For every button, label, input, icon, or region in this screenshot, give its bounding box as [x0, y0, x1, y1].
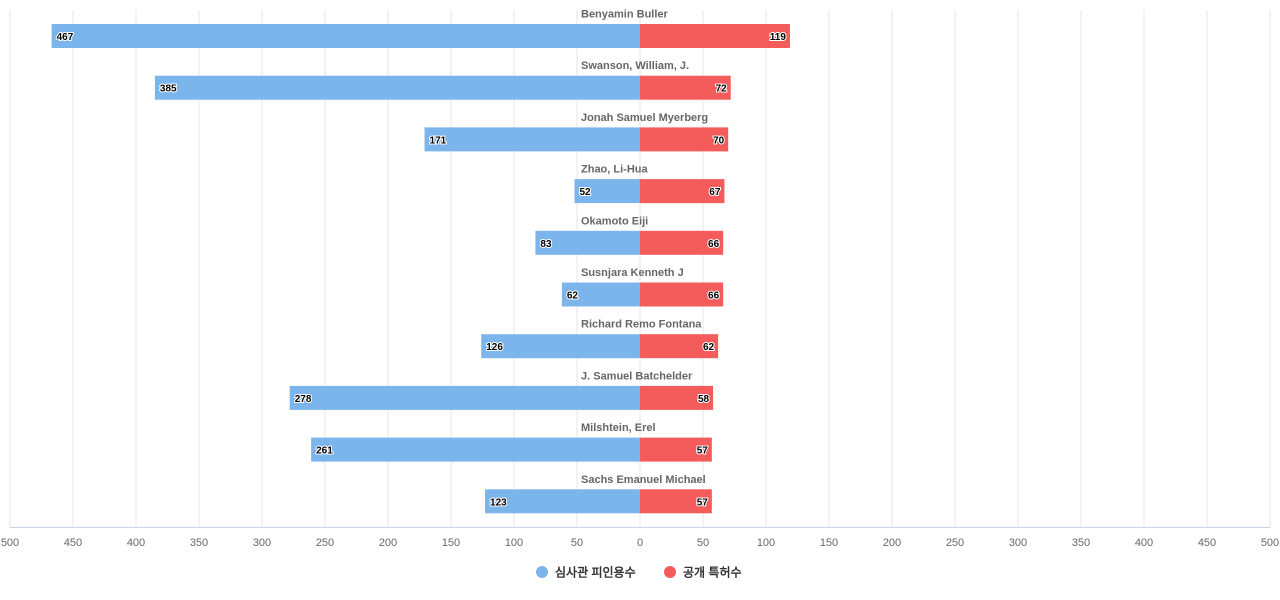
data-label-right: 70	[713, 135, 725, 146]
x-tick-label: 200	[883, 537, 901, 549]
data-label-left: 171	[430, 135, 447, 146]
x-tick-label: 100	[757, 537, 775, 549]
bar-left[interactable]	[51, 24, 640, 48]
data-label-right: 57	[697, 497, 709, 508]
bar-left[interactable]	[424, 127, 640, 152]
bar-right[interactable]	[640, 282, 724, 307]
bar-right[interactable]	[640, 24, 790, 48]
data-label-left: 385	[160, 84, 177, 95]
data-label-left: 83	[540, 239, 552, 250]
legend-marker	[536, 566, 548, 578]
data-label-right: 58	[698, 394, 710, 405]
x-tick-label: 400	[1135, 537, 1153, 549]
category-labels: Benyamin Buller Swanson, William, J. Jonah…	[581, 9, 708, 486]
x-tick-label: 150	[442, 537, 460, 549]
category-label: Richard Remo Fontana	[581, 319, 702, 331]
bar-left[interactable]	[561, 282, 640, 307]
x-tick-label: 50	[697, 537, 709, 549]
legend-item-citations[interactable]: 심사관 피인용수	[536, 565, 636, 580]
x-tick-label: 300	[1009, 537, 1027, 549]
data-label-right: 57	[697, 446, 709, 457]
data-label-left: 467	[57, 32, 74, 43]
bar-right[interactable]	[640, 230, 724, 255]
category-label: Susnjara Kenneth J	[581, 267, 684, 279]
legend-label: 심사관 피인용수	[555, 565, 636, 580]
x-tick-label: 0	[637, 537, 643, 549]
data-label-right: 72	[716, 84, 728, 95]
category-label: J. Samuel Batchelder	[581, 370, 693, 382]
data-label-left: 261	[316, 446, 333, 457]
x-tick-label: 300	[253, 537, 271, 549]
data-label-left: 126	[486, 342, 503, 353]
category-label: Sachs Emanuel Michael	[581, 474, 706, 486]
category-label: Swanson, William, J.	[581, 60, 689, 72]
x-tick-label: 250	[316, 537, 334, 549]
category-label: Zhao, Li-Hua	[581, 164, 648, 176]
x-tick-label: 350	[1072, 537, 1090, 549]
data-label-right: 62	[703, 342, 715, 353]
bar-right[interactable]	[640, 437, 712, 462]
x-tick-label: 250	[946, 537, 964, 549]
x-tick-label: 450	[64, 537, 82, 549]
data-label-right: 66	[708, 291, 720, 302]
legend[interactable]: 심사관 피인용수 공개 특허수	[536, 565, 742, 580]
x-tick-label: 100	[505, 537, 523, 549]
category-label: Benyamin Buller	[581, 9, 669, 21]
bar-left[interactable]	[535, 230, 640, 255]
bar-left[interactable]	[481, 334, 640, 359]
data-label-left: 278	[295, 394, 312, 405]
bar-left[interactable]	[154, 75, 640, 100]
bars: 467 119 385 72 171 70 52 67 83 66 62 66 126 62 278 58 26…	[51, 24, 790, 514]
bar-left[interactable]	[311, 437, 640, 462]
data-label-right: 66	[708, 239, 720, 250]
bar-left[interactable]	[289, 385, 640, 410]
bar-right[interactable]	[640, 334, 719, 359]
bar-right[interactable]	[640, 179, 725, 204]
x-tick-label: 150	[820, 537, 838, 549]
category-label: Okamoto Eiji	[581, 215, 648, 227]
data-label-left: 62	[567, 291, 579, 302]
legend-marker	[664, 566, 676, 578]
x-tick-label: 450	[1198, 537, 1216, 549]
data-label-left: 123	[490, 497, 507, 508]
bar-left[interactable]	[574, 179, 640, 204]
x-tick-label: 500	[1261, 537, 1279, 549]
data-label-right: 119	[770, 32, 787, 43]
data-label-left: 52	[579, 187, 591, 198]
bar-right[interactable]	[640, 127, 729, 152]
x-tick-label: 200	[379, 537, 397, 549]
category-label: Milshtein, Erel	[581, 422, 656, 434]
x-tick-label: 400	[127, 537, 145, 549]
x-tick-label: 350	[190, 537, 208, 549]
x-tick-label: 50	[571, 537, 583, 549]
bar-right[interactable]	[640, 75, 731, 100]
category-label: Jonah Samuel Myerberg	[581, 112, 708, 124]
x-tick-label: 500	[1, 537, 19, 549]
bar-left[interactable]	[485, 489, 640, 514]
legend-label: 공개 특허수	[683, 565, 742, 580]
legend-item-patents[interactable]: 공개 특허수	[664, 565, 742, 580]
bar-right[interactable]	[640, 489, 712, 514]
bar-right[interactable]	[640, 385, 714, 410]
data-label-right: 67	[709, 187, 721, 198]
x-axis: 500 450 400 350 300 250 200 150 100 50 0 50 100 150 20…	[1, 527, 1279, 549]
